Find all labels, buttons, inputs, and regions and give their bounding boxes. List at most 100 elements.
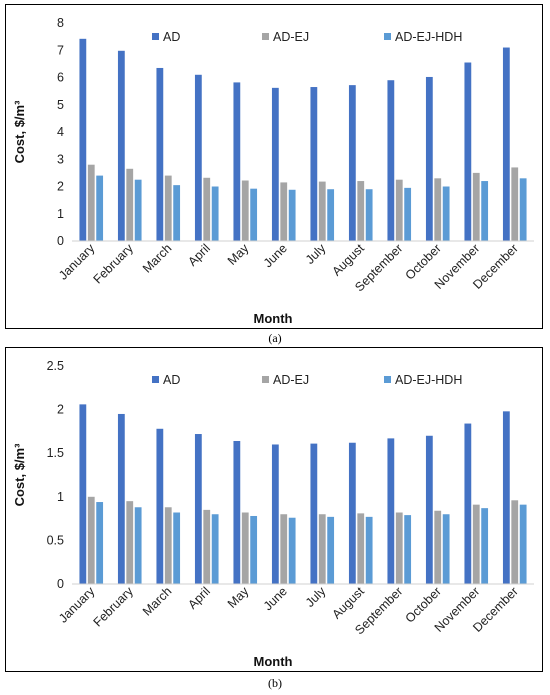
bar-ad-ej-hdh-may	[250, 188, 258, 241]
bar-ad-march	[156, 67, 164, 242]
bar-ad-ej-hdh-february	[134, 507, 142, 584]
y-tick-label: 0	[57, 577, 64, 591]
bar-ad-ej-november	[472, 172, 480, 242]
bar-ad-ej-hdh-august	[365, 189, 373, 241]
bar-ad-february	[117, 50, 125, 241]
bar-ad-ej-hdh-september	[404, 515, 412, 584]
x-tick-label: March	[140, 241, 174, 275]
bar-ad-october	[425, 76, 433, 242]
legend-swatch-ad-ej	[262, 376, 269, 383]
bar-ad-ej-april	[203, 509, 211, 584]
bar-ad-march	[156, 428, 164, 584]
bar-ad-ej-hdh-july	[327, 189, 335, 241]
legend-label-ad-ej: AD-EJ	[273, 373, 309, 387]
bar-ad-ej-hdh-april	[211, 186, 219, 241]
bar-ad-ej-june	[280, 182, 288, 241]
y-tick-label: 2.5	[47, 359, 64, 373]
bar-ad-october	[425, 435, 433, 584]
bar-ad-ej-december	[511, 500, 519, 584]
bar-ad-ej-hdh-june	[288, 189, 296, 241]
y-tick-label: 5	[57, 98, 64, 112]
bar-ad-ej-september	[395, 512, 403, 584]
bar-ad-ej-december	[511, 167, 519, 241]
bar-ad-ej-september	[395, 179, 403, 241]
bar-ad-ej-hdh-december	[519, 178, 527, 241]
bar-ad-ej-june	[280, 514, 288, 584]
x-tick-label: July	[303, 584, 329, 610]
bar-ad-ej-hdh-june	[288, 517, 296, 584]
bar-ad-september	[387, 80, 395, 241]
x-tick-label: February	[91, 584, 137, 630]
y-tick-label: 6	[57, 71, 64, 85]
legend-label-ad-ej-hdh: AD-EJ-HDH	[395, 30, 462, 44]
bar-ad-ej-hdh-october	[442, 514, 450, 584]
bar-ad-june	[271, 87, 279, 241]
chart-panel-b: 0 0.5 1 1.5 2 2.5 Cost, $/m³ January February Mar…	[5, 347, 543, 672]
y-tick-label: 1	[57, 490, 64, 504]
x-tick-label: April	[185, 584, 213, 612]
bar-ad-ej-may	[241, 512, 249, 584]
y-tick-label: 1.5	[47, 446, 64, 460]
bar-ad-december	[502, 411, 510, 584]
bar-ad-ej-hdh-november	[481, 181, 489, 241]
x-tick-label: May	[225, 241, 252, 268]
x-tick-label: June	[261, 584, 290, 613]
bar-ad-august	[348, 442, 356, 584]
bar-ad-ej-hdh-november	[481, 508, 489, 584]
bar-ad-january	[79, 404, 87, 584]
bar-ad-april	[194, 74, 202, 241]
y-tick-label: 3	[57, 152, 64, 166]
x-tick-label: July	[303, 241, 329, 267]
x-tick-label: August	[329, 584, 367, 622]
bar-ad-ej-hdh-march	[173, 185, 181, 241]
bar-ad-july	[310, 443, 318, 584]
y-tick-label: 2	[57, 403, 64, 417]
legend-swatch-ad-ej-hdh	[384, 33, 391, 40]
legend-swatch-ad-ej-hdh	[384, 376, 391, 383]
legend-swatch-ad	[152, 376, 159, 383]
bar-ad-ej-november	[472, 504, 480, 584]
legend-label-ad: AD	[163, 373, 180, 387]
bar-ad-ej-hdh-april	[211, 514, 219, 584]
x-axis-label: Month	[254, 311, 293, 326]
bar-ad-ej-hdh-january	[96, 175, 104, 241]
bar-ad-january	[79, 38, 87, 242]
bar-ad-ej-hdh-may	[250, 515, 258, 584]
bar-ad-ej-july	[318, 514, 326, 584]
bar-ad-may	[233, 440, 241, 584]
x-tick-label: April	[185, 241, 213, 269]
bar-ad-ej-hdh-january	[96, 502, 104, 584]
chart-panel-a: 0 1 2 3 4 5 6 7 8 Cost, $/m³ January February March A…	[5, 4, 543, 329]
bar-ad-november	[464, 62, 472, 242]
bar-ad-ej-hdh-december	[519, 504, 527, 584]
bar-ad-ej-august	[357, 181, 365, 241]
bar-ad-december	[502, 47, 510, 241]
bar-ad-ej-august	[357, 513, 365, 584]
bar-ad-ej-march	[164, 507, 172, 584]
bar-ad-ej-may	[241, 180, 249, 241]
bar-ad-ej-hdh-august	[365, 516, 373, 584]
bar-ad-ej-march	[164, 175, 172, 241]
y-axis-label: Cost, $/m³	[12, 443, 27, 507]
bar-ad-ej-february	[126, 168, 134, 241]
caption-b: (b)	[268, 676, 282, 690]
bar-ad-ej-hdh-july	[327, 516, 335, 584]
y-tick-label: 8	[57, 16, 64, 30]
bar-ad-may	[233, 82, 241, 241]
bar-ad-april	[194, 434, 202, 584]
x-tick-label: June	[261, 241, 290, 270]
y-tick-label: 4	[57, 125, 64, 139]
y-tick-label: 7	[57, 43, 64, 57]
legend-label-ad-ej-hdh: AD-EJ-HDH	[395, 373, 462, 387]
y-tick-label: 2	[57, 180, 64, 194]
bar-ad-august	[348, 85, 356, 241]
x-tick-label: May	[225, 584, 252, 611]
bar-ad-november	[464, 423, 472, 584]
x-tick-label: March	[140, 584, 174, 618]
y-tick-label: 0.5	[47, 533, 64, 547]
bar-ad-ej-hdh-february	[134, 179, 142, 241]
bar-ad-september	[387, 438, 395, 584]
bar-ad-ej-october	[434, 510, 442, 584]
